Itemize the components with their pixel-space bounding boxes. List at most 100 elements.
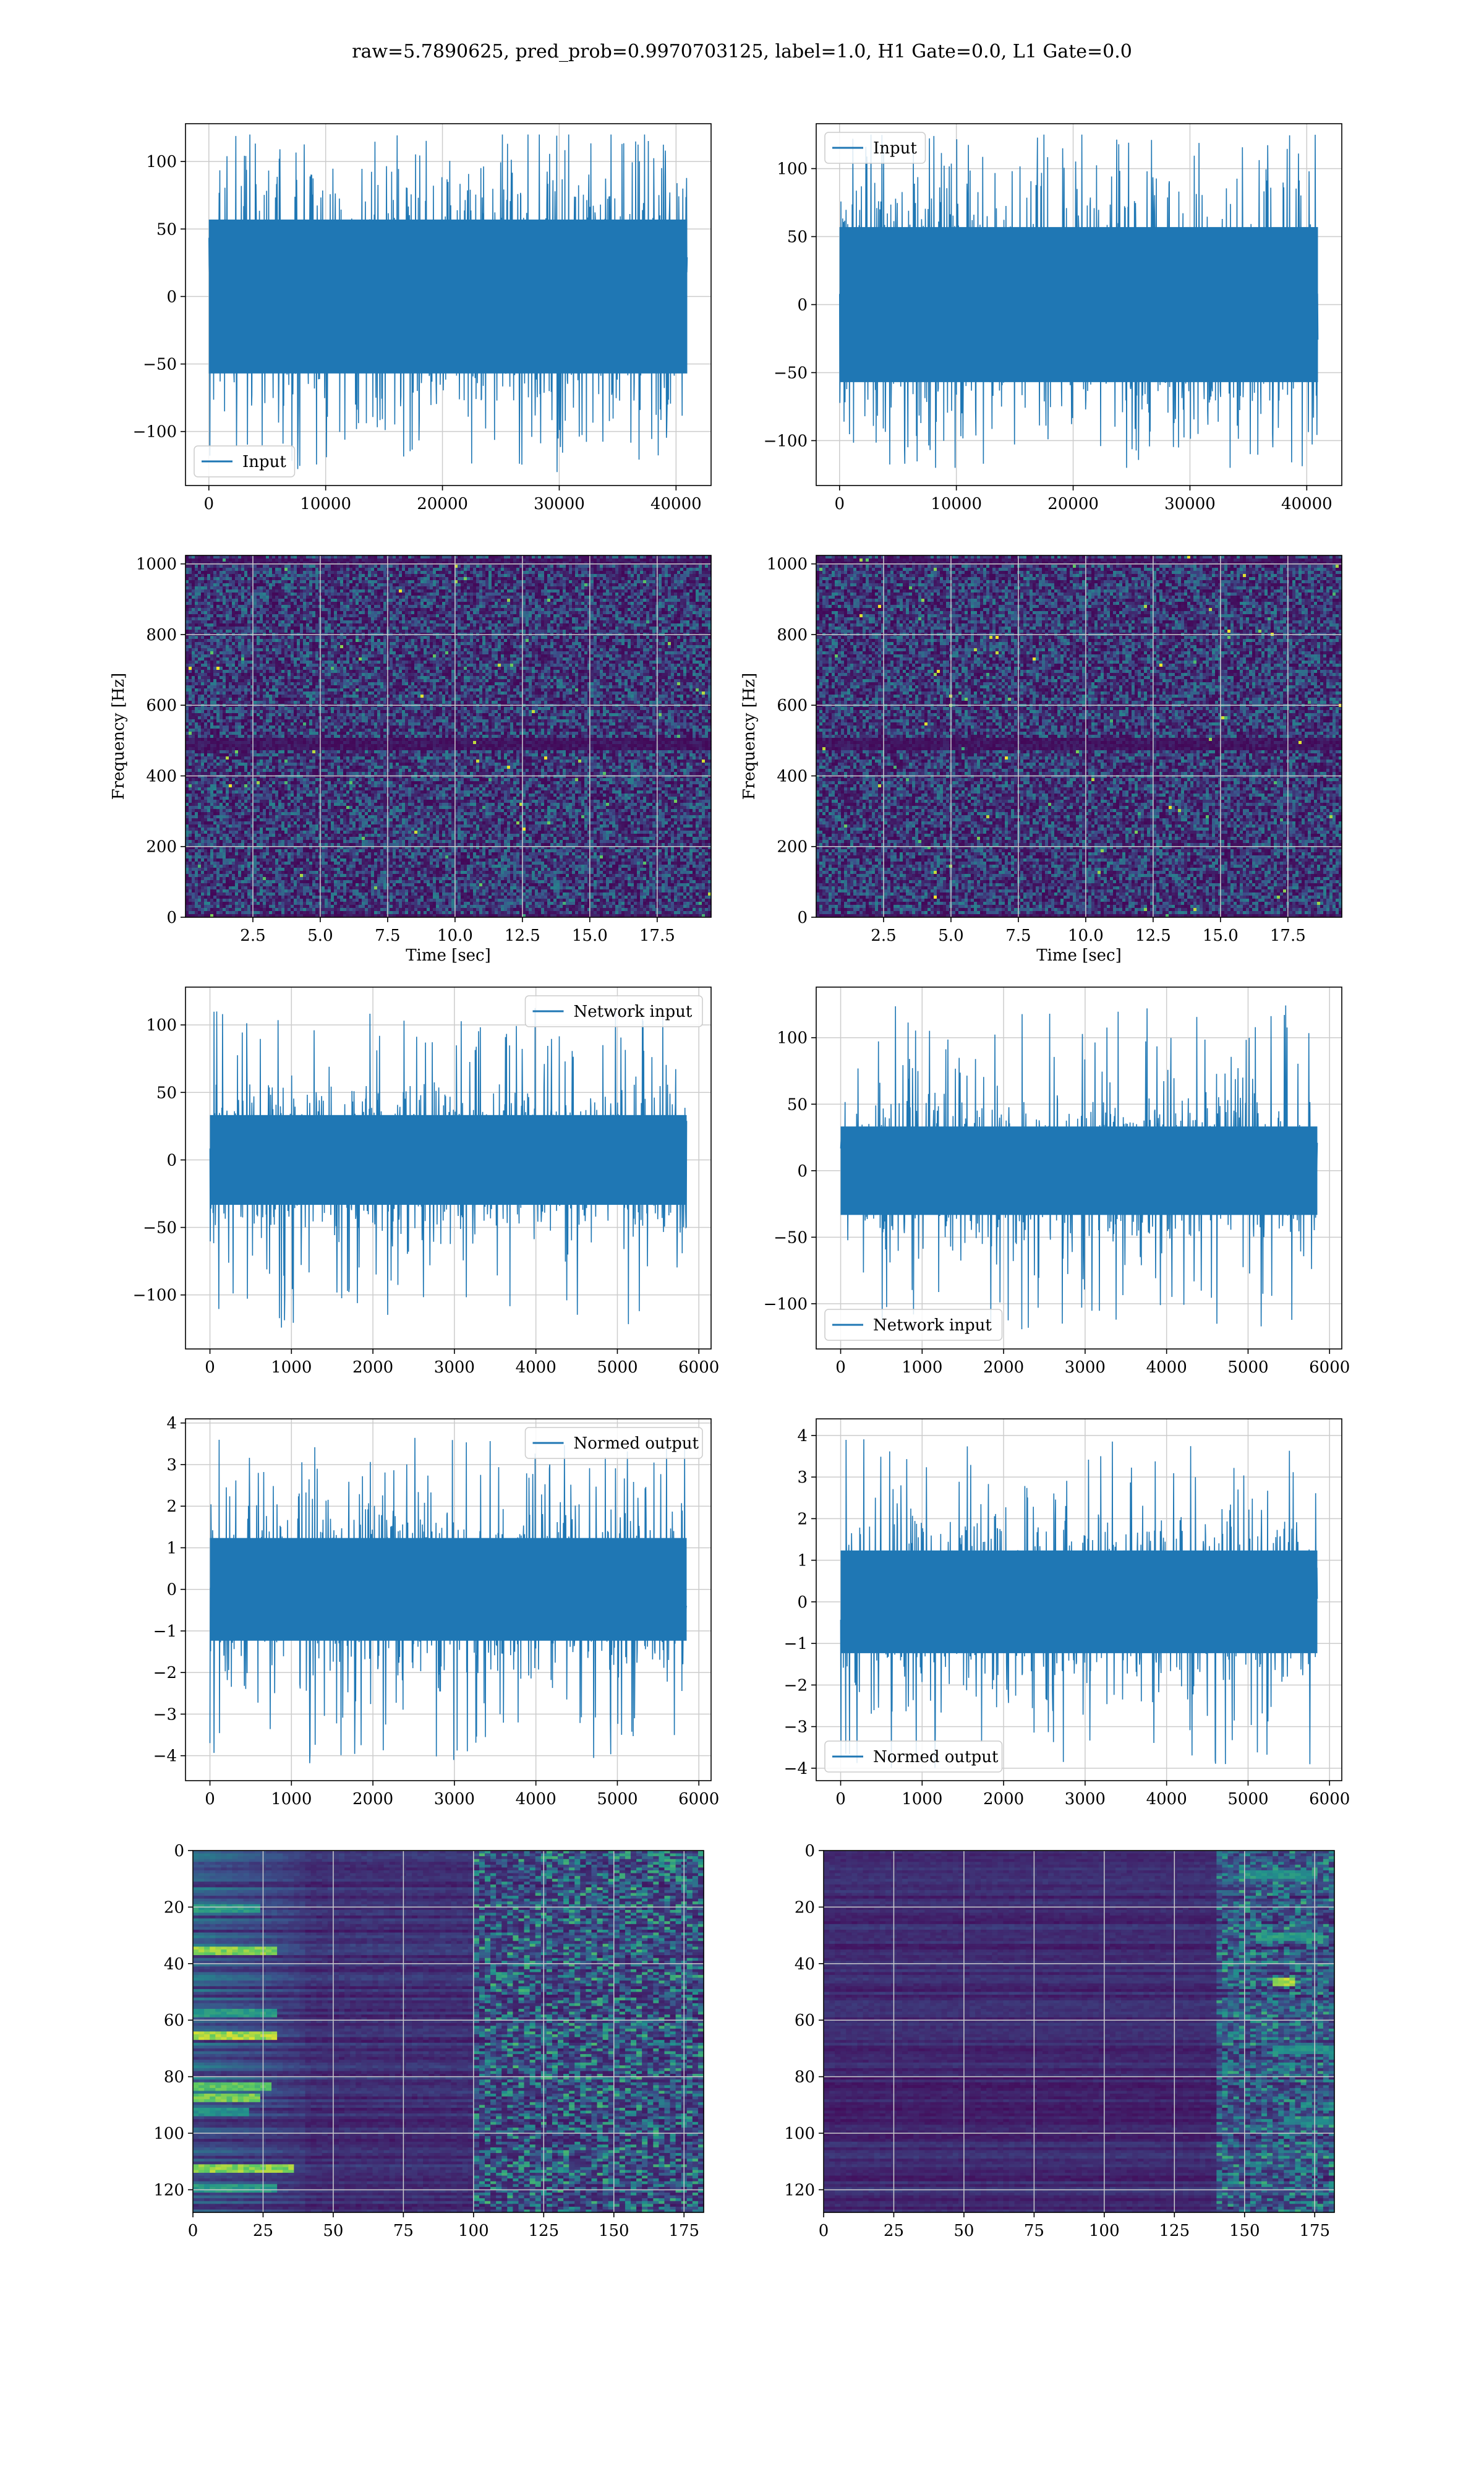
heatmap-cell: [686, 568, 690, 571]
heatmap-cell: [649, 583, 653, 587]
heatmap-cell: [637, 630, 641, 633]
heatmap-cell: [390, 577, 393, 581]
heatmap-cell: [637, 627, 641, 630]
heatmap-cell: [538, 583, 542, 587]
heatmap-cell: [680, 568, 684, 571]
heatmap-cell: [322, 559, 325, 562]
heatmap-cell: [538, 617, 542, 621]
heatmap-cell: [587, 589, 591, 593]
heatmap-cell: [195, 605, 198, 609]
heatmap-cell: [522, 577, 526, 581]
heatmap-cell: [637, 623, 641, 627]
heatmap-cell: [529, 574, 532, 578]
heatmap-cell: [408, 593, 412, 596]
heatmap-cell: [343, 574, 347, 578]
heatmap-cell: [683, 580, 687, 584]
heatmap-cell: [288, 642, 291, 646]
heatmap-cell: [201, 568, 205, 571]
heatmap-cell: [254, 574, 257, 578]
heatmap-cell: [535, 568, 539, 571]
heatmap-cell: [383, 623, 387, 627]
heatmap-cell: [482, 636, 486, 640]
heatmap-cell: [229, 593, 232, 596]
heatmap-cell: [584, 623, 588, 627]
heatmap-cell: [464, 605, 467, 609]
heatmap-cell: [686, 636, 690, 640]
heatmap-cell: [683, 639, 687, 643]
heatmap-cell: [393, 580, 396, 584]
heatmap-cell: [615, 627, 619, 630]
heatmap-cell: [260, 586, 263, 590]
heatmap-cell: [371, 571, 375, 575]
heatmap-cell: [597, 568, 600, 571]
heatmap-cell: [263, 574, 267, 578]
heatmap-cell: [257, 602, 260, 606]
heatmap-cell: [522, 636, 526, 640]
heatmap-cell: [291, 602, 294, 606]
heatmap-cell: [362, 617, 365, 621]
heatmap-cell: [643, 620, 647, 624]
heatmap-cell: [535, 617, 539, 621]
heatmap-cell: [501, 605, 505, 609]
heatmap-cell: [556, 599, 560, 602]
heatmap-cell: [473, 568, 477, 571]
heatmap-cell: [634, 555, 638, 559]
heatmap-cell: [584, 586, 588, 590]
heatmap-cell: [553, 568, 557, 571]
heatmap-cell: [334, 596, 338, 599]
heatmap-cell: [250, 611, 254, 615]
heatmap-cell: [257, 630, 260, 633]
heatmap-cell: [254, 620, 257, 624]
heatmap-cell: [575, 630, 579, 633]
heatmap-cell: [266, 599, 270, 602]
heatmap-cell: [597, 642, 600, 646]
heatmap-cell: [303, 589, 307, 593]
heatmap-cell: [198, 620, 202, 624]
heatmap-cell: [399, 562, 403, 565]
heatmap-cell: [516, 599, 520, 602]
heatmap-cell: [433, 642, 437, 646]
heatmap-cell: [390, 642, 393, 646]
heatmap-cell: [442, 611, 446, 615]
heatmap-cell: [689, 627, 693, 630]
heatmap-cell: [266, 605, 270, 609]
heatmap-cell: [204, 555, 208, 559]
heatmap-cell: [634, 583, 638, 587]
heatmap-cell: [485, 620, 489, 624]
heatmap-cell: [448, 555, 452, 559]
heatmap-cell: [529, 571, 532, 575]
heatmap-cell: [591, 642, 594, 646]
heatmap-cell: [529, 630, 532, 633]
heatmap-cell: [495, 589, 498, 593]
heatmap-cell: [671, 602, 675, 606]
heatmap-cell: [566, 565, 569, 568]
heatmap-cell: [201, 636, 205, 640]
heatmap-cell: [699, 627, 702, 630]
heatmap-cell: [356, 562, 359, 565]
heatmap-cell: [325, 630, 328, 633]
heatmap-cell: [424, 596, 427, 599]
heatmap-cell: [312, 559, 316, 562]
heatmap-cell: [263, 623, 267, 627]
heatmap-cell: [402, 605, 406, 609]
heatmap-cell: [383, 559, 387, 562]
heatmap-cell: [526, 596, 529, 599]
heatmap-cell: [229, 617, 232, 621]
heatmap-cell: [507, 602, 511, 606]
heatmap-cell: [430, 627, 433, 630]
heatmap-cell: [414, 583, 418, 587]
heatmap-cell: [609, 559, 613, 562]
heatmap-cell: [488, 608, 492, 612]
heatmap-cell: [399, 611, 403, 615]
heatmap-cell: [380, 599, 384, 602]
heatmap-cell: [563, 636, 566, 640]
heatmap-cell: [556, 565, 560, 568]
heatmap-cell: [356, 596, 359, 599]
heatmap-cell: [488, 627, 492, 630]
heatmap-cell: [696, 599, 699, 602]
heatmap-cell: [696, 617, 699, 621]
heatmap-cell: [699, 611, 702, 615]
heatmap-cell: [699, 617, 702, 621]
heatmap-cell: [402, 593, 406, 596]
heatmap-cell: [297, 605, 301, 609]
